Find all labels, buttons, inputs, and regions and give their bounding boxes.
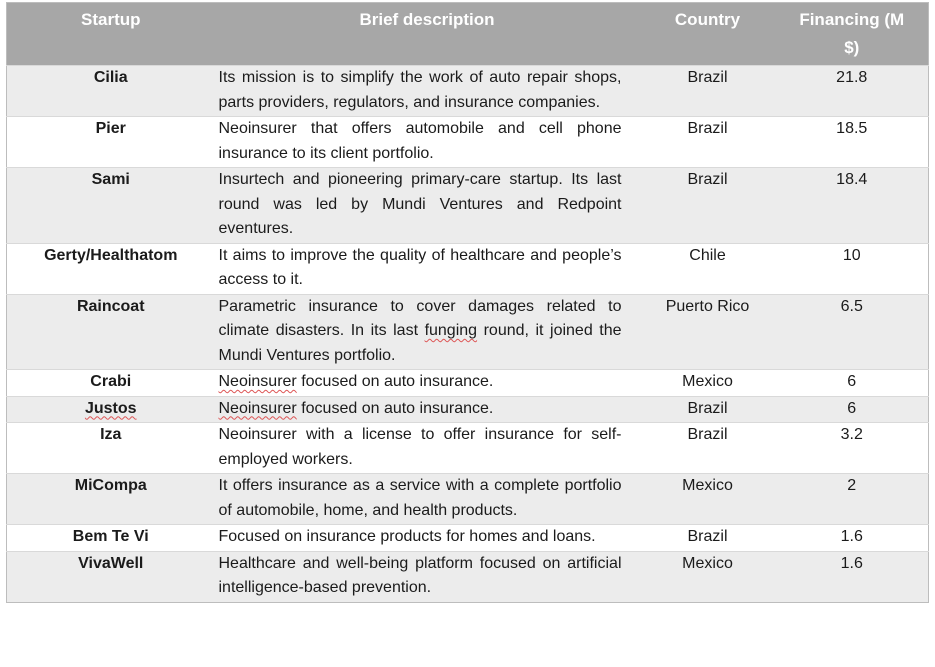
- cell-description: Neoinsurer that offers automobile and ce…: [214, 116, 640, 168]
- text-segment: Sami: [91, 171, 130, 188]
- table-row: Sami Insurtech and pioneering primary-car…: [6, 167, 929, 243]
- cell-description: Neoinsurer focused on auto insurance.: [214, 369, 640, 396]
- cell-country: Chile: [639, 242, 776, 294]
- table-row: Cilia Its mission is to simplify the work…: [6, 65, 929, 117]
- text-segment: Raincoat: [76, 297, 145, 315]
- misspelled-word: Neoinsurer: [218, 399, 297, 417]
- cell-financing: 1.6: [775, 524, 929, 551]
- cell-country: Brazil: [639, 395, 776, 423]
- cell-startup: Cilia: [6, 65, 215, 117]
- text-segment: Its mission is to simplify the work of a…: [218, 69, 622, 111]
- startups-table: Startup Brief description Country Financ…: [6, 2, 929, 603]
- text-segment: It offers insurance as a service with a …: [218, 477, 622, 519]
- table-row: Raincoat Parametric insurance to cover da…: [6, 293, 929, 370]
- cell-startup: Gerty/Healthatom: [6, 242, 215, 294]
- cell-startup: Sami: [6, 167, 215, 243]
- cell-country: Mexico: [639, 369, 776, 396]
- cell-description: Neoinsurer focused on auto insurance.: [214, 395, 640, 423]
- cell-financing: 21.8: [775, 65, 929, 117]
- cell-startup: Bem Te Vi: [6, 524, 215, 551]
- cell-startup: Justos: [6, 395, 215, 423]
- misspelled-word: funging: [424, 322, 478, 339]
- cell-financing: 18.5: [775, 116, 929, 168]
- text-segment: Crabi: [90, 373, 132, 390]
- cell-country: Brazil: [639, 422, 776, 474]
- cell-description: Parametric insurance to cover damages re…: [214, 293, 640, 370]
- text-segment: It aims to improve the quality of health…: [218, 246, 622, 289]
- cell-startup: Pier: [6, 116, 215, 168]
- text-segment: Parametric insurance to cover damages re…: [218, 297, 622, 340]
- header-startup: Startup: [6, 2, 215, 66]
- cell-country: Mexico: [639, 473, 776, 525]
- text-segment: Pier: [95, 120, 126, 137]
- cell-country: Brazil: [639, 116, 776, 168]
- table-row: Bem Te Vi Focused on insurance products f…: [6, 524, 929, 551]
- text-segment: Cilia: [93, 69, 128, 86]
- header-row: Startup Brief description Country Financ…: [6, 2, 929, 66]
- misspelled-word: Justos: [84, 399, 137, 417]
- cell-description: Its mission is to simplify the work of a…: [214, 65, 640, 117]
- cell-description: Healthcare and well-being platform focus…: [214, 550, 640, 602]
- table-row: MiCompa It offers insurance as a service …: [6, 473, 929, 525]
- cell-financing: 2: [775, 473, 929, 525]
- cell-financing: 10: [775, 242, 929, 294]
- table-row: Justos Neoinsurer focused on auto insuran…: [6, 395, 929, 423]
- cell-financing: 1.6: [775, 550, 929, 602]
- text-segment: round, it joined the Mundi Ventures port…: [218, 322, 622, 364]
- text-segment: Healthcare and well-being platform focus…: [218, 554, 622, 597]
- text-segment: Neoinsurer with a license to offer insur…: [218, 426, 622, 468]
- text-segment: MiCompa: [74, 477, 147, 494]
- header-financing: Financing (M $): [775, 2, 929, 66]
- cell-description: Insurtech and pioneering primary-care st…: [214, 167, 640, 243]
- text-segment: VivaWell: [78, 554, 144, 572]
- cell-country: Brazil: [639, 65, 776, 117]
- cell-description: Neoinsurer with a license to offer insur…: [214, 422, 640, 474]
- text-segment: focused on auto insurance.: [296, 373, 494, 390]
- cell-description: It offers insurance as a service with a …: [214, 473, 640, 525]
- cell-country: Puerto Rico: [639, 293, 776, 370]
- cell-description: Focused on insurance products for homes …: [214, 524, 640, 551]
- table-body: Cilia Its mission is to simplify the work…: [6, 65, 929, 602]
- cell-startup: Iza: [6, 422, 215, 474]
- text-segment: Gerty/Healthatom: [44, 246, 178, 264]
- cell-description: It aims to improve the quality of health…: [214, 242, 640, 294]
- text-segment: Focused on insurance products for homes …: [218, 528, 596, 545]
- cell-financing: 18.4: [775, 167, 929, 243]
- text-segment: Iza: [100, 426, 122, 443]
- cell-country: Brazil: [639, 167, 776, 243]
- header-description: Brief description: [214, 2, 640, 66]
- cell-country: Mexico: [639, 550, 776, 602]
- table-row: Iza Neoinsurer with a license to offer in…: [6, 422, 929, 474]
- misspelled-word: Neoinsurer: [218, 373, 297, 390]
- cell-financing: 6: [775, 369, 929, 396]
- text-segment: Bem Te Vi: [72, 528, 149, 545]
- cell-startup: Raincoat: [6, 293, 215, 370]
- cell-country: Brazil: [639, 524, 776, 551]
- document-page: Startup Brief description Country Financ…: [6, 2, 929, 603]
- cell-financing: 6: [775, 395, 929, 423]
- text-segment: focused on auto insurance.: [296, 399, 494, 417]
- text-segment: Insurtech and pioneering primary-care st…: [218, 171, 622, 237]
- cell-startup: VivaWell: [6, 550, 215, 602]
- text-segment: Neoinsurer that offers automobile and ce…: [218, 120, 622, 162]
- table-row: Gerty/Healthatom It aims to improve the q…: [6, 242, 929, 294]
- table-row: VivaWell Healthcare and well-being platfo…: [6, 550, 929, 602]
- cell-startup: Crabi: [6, 369, 215, 396]
- table-header: Startup Brief description Country Financ…: [6, 2, 929, 66]
- header-country: Country: [639, 2, 776, 66]
- cell-financing: 3.2: [775, 422, 929, 474]
- cell-startup: MiCompa: [6, 473, 215, 525]
- table-row: Pier Neoinsurer that offers automobile an…: [6, 116, 929, 168]
- cell-financing: 6.5: [775, 293, 929, 370]
- table-row: Crabi Neoinsurer focused on auto insuranc…: [6, 369, 929, 396]
